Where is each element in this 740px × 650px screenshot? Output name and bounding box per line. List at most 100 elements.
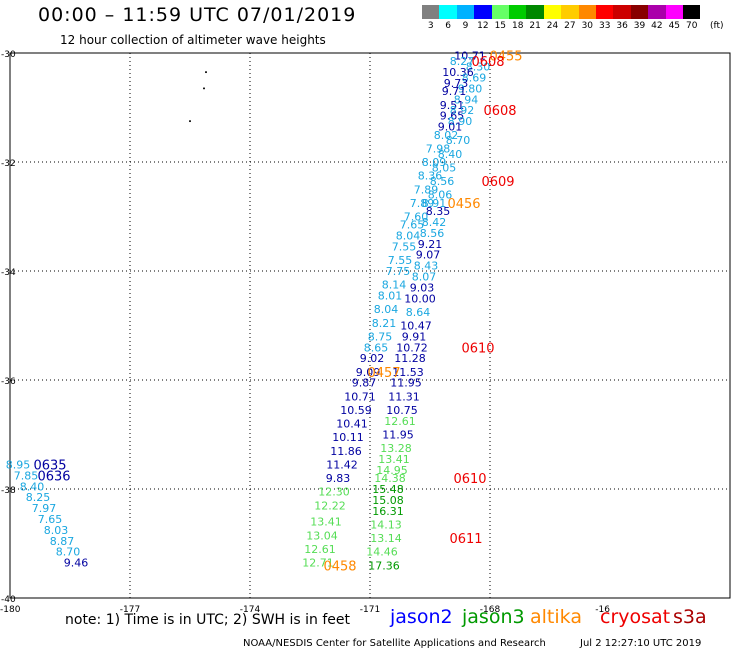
wave-height-value: 8.40 bbox=[20, 480, 45, 493]
legend-swatch-label: 36 bbox=[616, 21, 628, 31]
wave-height-value: 13.41 bbox=[310, 516, 342, 529]
wave-height-value: 11.42 bbox=[326, 458, 358, 471]
wave-height-value: 8.65 bbox=[364, 341, 389, 354]
wave-height-value: 7.60 bbox=[404, 211, 429, 224]
wave-height-value: 7.65 bbox=[38, 513, 63, 526]
wave-height-value: 14.95 bbox=[376, 464, 408, 477]
wave-height-value: 9.73 bbox=[444, 77, 469, 90]
longitude-tick-label: -16 bbox=[595, 605, 610, 615]
wave-height-value: 9.83 bbox=[326, 472, 351, 485]
wave-height-value: 8.90 bbox=[448, 115, 473, 128]
wave-height-value: 9.87 bbox=[352, 377, 377, 390]
wave-height-value: 8.69 bbox=[462, 72, 487, 85]
legend-swatch-label: 27 bbox=[564, 21, 576, 31]
wave-height-value: 8.70 bbox=[446, 134, 471, 147]
wave-height-value: 8.70 bbox=[56, 546, 81, 559]
wave-height-value: 11.95 bbox=[382, 429, 414, 442]
legend-swatch bbox=[630, 5, 649, 19]
latitude-tick-label: -36 bbox=[1, 377, 16, 387]
wave-height-value: 12.22 bbox=[314, 499, 346, 512]
wave-height-value: 13.14 bbox=[370, 532, 402, 545]
pass-time-label: 0458 bbox=[323, 559, 356, 574]
wave-height-value: 8.30 bbox=[466, 61, 491, 74]
wave-height-value: 12.61 bbox=[384, 415, 416, 428]
legend-swatch bbox=[648, 5, 666, 19]
wave-height-value: 10.36 bbox=[442, 66, 474, 79]
wave-height-value: 8.92 bbox=[450, 104, 475, 117]
wave-height-value: 8.07 bbox=[412, 270, 437, 283]
wave-height-value: 9.21 bbox=[418, 238, 443, 251]
legend-swatch bbox=[665, 5, 683, 19]
wave-height-value: 10.71 bbox=[454, 50, 486, 63]
wave-height-value: 8.43 bbox=[414, 260, 439, 273]
sat-jason2: jason2 bbox=[390, 606, 453, 628]
pass-time-label: 0456 bbox=[447, 197, 480, 212]
wave-height-value: 9.91 bbox=[402, 330, 427, 343]
wave-height-value: 8.03 bbox=[44, 524, 69, 537]
legend-swatch-label: 6 bbox=[445, 21, 451, 31]
legend-swatch bbox=[474, 5, 492, 19]
longitude-tick-label: -177 bbox=[120, 605, 140, 615]
legend-swatch bbox=[613, 5, 631, 19]
longitude-tick-label: -168 bbox=[480, 605, 501, 615]
legend-swatch-label: 33 bbox=[598, 21, 611, 31]
wave-height-value: 8.87 bbox=[50, 535, 75, 548]
wave-height-value: 8.27 bbox=[450, 55, 475, 68]
wave-height-value: 8.14 bbox=[382, 279, 407, 292]
sat-altika: altika bbox=[530, 606, 582, 628]
wave-height-value: 8.02 bbox=[434, 129, 459, 142]
pass-time-label: 0455 bbox=[489, 50, 522, 65]
wave-height-value: 7.55 bbox=[388, 254, 413, 267]
wave-height-value: 14.46 bbox=[366, 546, 398, 559]
wave-height-value: 9.65 bbox=[440, 110, 465, 123]
wave-height-value: 10.71 bbox=[344, 390, 376, 403]
legend-swatch-label: 15 bbox=[494, 21, 507, 31]
wave-height-value: 16.31 bbox=[372, 505, 404, 518]
legend-swatch-label: 39 bbox=[633, 21, 646, 31]
wave-height-value: 9.01 bbox=[438, 121, 463, 134]
legend-swatch bbox=[422, 5, 440, 19]
wave-height-value: 9.51 bbox=[440, 99, 465, 112]
legend-swatch bbox=[561, 5, 579, 19]
legend-swatch bbox=[578, 5, 596, 19]
legend-swatch-label: 9 bbox=[462, 21, 469, 31]
legend-swatch-label: 70 bbox=[685, 21, 698, 31]
wave-height-value: 10.41 bbox=[336, 418, 368, 431]
legend-swatch bbox=[439, 5, 457, 19]
wave-height-value: 8.56 bbox=[430, 175, 455, 188]
longitude-tick-label: -171 bbox=[360, 605, 380, 615]
legend-swatch-label: 12 bbox=[477, 21, 489, 31]
wave-height-value: 13.04 bbox=[306, 529, 338, 542]
sat-cryosat: cryosat bbox=[600, 606, 671, 628]
sat-s3a: s3a bbox=[673, 606, 707, 628]
wave-height-value: 8.09 bbox=[422, 156, 447, 169]
wave-height-value: 13.28 bbox=[380, 442, 412, 455]
island-dot bbox=[189, 120, 191, 123]
wave-height-value: 17.36 bbox=[368, 559, 400, 572]
map-subtitle: 12 hour collection of altimeter wave hei… bbox=[60, 33, 326, 47]
sat-jason3: jason3 bbox=[462, 606, 525, 628]
wave-height-value: 14.13 bbox=[370, 518, 402, 531]
wave-height-value: 15.48 bbox=[372, 483, 404, 496]
longitude-tick-label: -180 bbox=[0, 605, 21, 615]
wave-height-value: 8.40 bbox=[438, 148, 463, 161]
units-note: note: 1) Time is in UTC; 2) SWH is in fe… bbox=[65, 612, 351, 628]
wave-height-value: 11.28 bbox=[394, 352, 426, 365]
legend-swatch-label: 3 bbox=[427, 21, 434, 31]
wave-height-value: 8.04 bbox=[396, 230, 421, 243]
legend-swatch-label: 45 bbox=[668, 21, 681, 31]
legend-swatch bbox=[456, 5, 475, 19]
wave-height-value: 11.53 bbox=[392, 366, 424, 379]
wave-height-value: 8.75 bbox=[368, 330, 393, 343]
wave-height-value: 7.65 bbox=[400, 219, 425, 232]
wave-height-value: 10.59 bbox=[340, 404, 372, 417]
legend-swatch-label: 30 bbox=[581, 21, 594, 31]
legend-swatch-label: 24 bbox=[546, 21, 559, 31]
wave-height-value: 8.04 bbox=[374, 303, 399, 316]
wave-height-value: 7.97 bbox=[32, 502, 57, 515]
legend-swatch bbox=[526, 5, 544, 19]
latitude-tick-label: -40 bbox=[1, 595, 16, 605]
wave-height-value: 8.25 bbox=[26, 491, 51, 504]
legend-swatch bbox=[596, 5, 614, 19]
